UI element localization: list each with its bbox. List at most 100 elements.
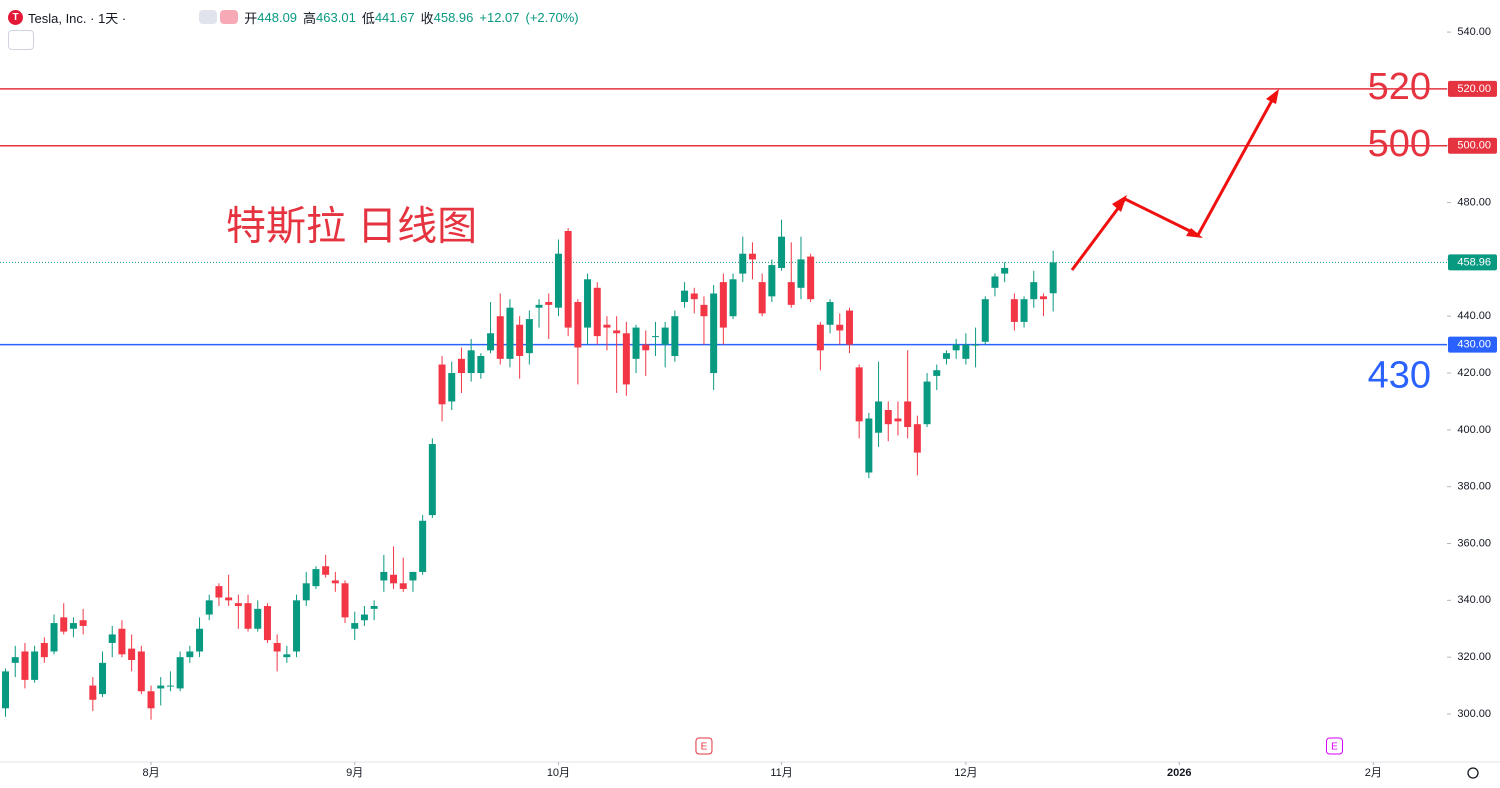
y-tick-label: 540.00 bbox=[1457, 26, 1491, 38]
candle-body bbox=[1030, 282, 1038, 300]
level-annotation: 500 bbox=[1368, 123, 1431, 165]
candle-body bbox=[244, 603, 252, 629]
open-value: 448.09 bbox=[257, 9, 298, 25]
candle-body bbox=[254, 608, 262, 629]
header: T Tesla, Inc. · 1天 · 开 448.09 高 463.01 低 44… bbox=[8, 7, 579, 27]
candle-body bbox=[60, 617, 68, 632]
x-tick-label: 2月 bbox=[1365, 767, 1382, 779]
candle-body bbox=[719, 282, 727, 328]
candle-body bbox=[137, 651, 145, 692]
y-tick-label: 340.00 bbox=[1457, 594, 1491, 606]
candle-body bbox=[875, 401, 883, 433]
level-price-label: 520.00 bbox=[1457, 83, 1491, 95]
candle-body bbox=[1001, 267, 1009, 274]
candle-body bbox=[748, 253, 756, 260]
candle-body bbox=[710, 293, 718, 374]
candle-body bbox=[884, 409, 892, 425]
candle-body bbox=[700, 304, 708, 317]
event-label: E bbox=[1331, 742, 1338, 753]
candle-body bbox=[1049, 262, 1057, 294]
y-tick-label: 300.00 bbox=[1457, 708, 1491, 720]
candle-body bbox=[196, 628, 204, 652]
candle-body bbox=[651, 336, 659, 338]
high-label: 高 bbox=[303, 10, 317, 26]
x-tick-label: 9月 bbox=[346, 767, 363, 779]
change: +12.07 bbox=[479, 9, 520, 25]
change-pct: (+2.70%) bbox=[525, 9, 579, 25]
candle-body bbox=[913, 424, 921, 453]
close-value: 458.96 bbox=[433, 9, 474, 25]
level-price-label: 430.00 bbox=[1457, 339, 1491, 351]
dropdown-button[interactable] bbox=[8, 30, 34, 50]
candle-body bbox=[448, 373, 456, 402]
candle-body bbox=[1020, 299, 1028, 322]
candle-body bbox=[584, 279, 592, 328]
candle-body bbox=[380, 571, 388, 581]
toggle[interactable] bbox=[220, 10, 239, 24]
candle-body bbox=[99, 662, 107, 695]
candle-body bbox=[564, 230, 572, 328]
candle-body bbox=[273, 642, 281, 652]
candle-body bbox=[157, 685, 165, 689]
candle-body bbox=[807, 256, 815, 300]
candle-body bbox=[341, 583, 349, 618]
candle-body bbox=[21, 651, 29, 680]
y-tick-label: 420.00 bbox=[1457, 367, 1491, 379]
candle-body bbox=[477, 355, 485, 374]
low-label: 低 bbox=[361, 10, 375, 26]
candle-body bbox=[31, 651, 39, 680]
candle-body bbox=[467, 350, 475, 374]
candle-body bbox=[11, 657, 19, 663]
candle-body bbox=[1039, 296, 1047, 300]
candle-body bbox=[50, 623, 58, 652]
close-label: 收 bbox=[420, 10, 434, 26]
candle-body bbox=[729, 279, 737, 317]
candle-body bbox=[487, 333, 495, 351]
candle-body bbox=[981, 299, 989, 342]
candle-body bbox=[283, 654, 291, 658]
chart-annotation: 特斯拉 日线图 bbox=[226, 205, 477, 249]
candle-body bbox=[855, 367, 863, 422]
candle-body bbox=[234, 603, 242, 607]
candle-body bbox=[942, 353, 950, 359]
settings-icon[interactable] bbox=[1467, 767, 1479, 779]
candle-body bbox=[186, 651, 194, 658]
candle-body bbox=[312, 569, 320, 587]
y-tick-label: 380.00 bbox=[1457, 481, 1491, 493]
candle-body bbox=[535, 304, 543, 308]
level-price-box bbox=[1448, 80, 1497, 97]
candle-body bbox=[89, 685, 97, 700]
title: Tesla, Inc. · 1天 · bbox=[28, 10, 127, 26]
candle-body bbox=[661, 327, 669, 345]
candle-body bbox=[351, 623, 359, 629]
candle-body bbox=[438, 364, 446, 405]
candle-body bbox=[613, 330, 621, 334]
forecast-arrow bbox=[1070, 92, 1278, 271]
candle-body bbox=[554, 253, 562, 308]
candle-body bbox=[428, 444, 436, 516]
candle-body bbox=[865, 418, 873, 473]
x-tick-label: 11月 bbox=[770, 767, 792, 779]
high-value: 463.01 bbox=[316, 9, 356, 25]
candle-body bbox=[322, 566, 330, 575]
level-price-label: 500.00 bbox=[1457, 140, 1491, 152]
candle-body bbox=[525, 319, 533, 354]
candle-body bbox=[545, 302, 553, 305]
candle-body bbox=[457, 358, 465, 374]
candle-body bbox=[1010, 299, 1018, 322]
candle-body bbox=[904, 401, 912, 428]
candle-body bbox=[622, 333, 630, 385]
last-price-box bbox=[1448, 254, 1497, 271]
level-annotation: 430 bbox=[1368, 355, 1431, 397]
candle-body bbox=[302, 583, 310, 601]
candle-body bbox=[972, 344, 980, 346]
candle-body bbox=[642, 344, 650, 351]
logo: T bbox=[8, 9, 23, 25]
candle-body bbox=[787, 282, 795, 305]
candle-body bbox=[370, 606, 378, 609]
candle-body bbox=[118, 628, 126, 655]
toggle[interactable] bbox=[199, 10, 218, 24]
candle-body bbox=[739, 253, 747, 274]
